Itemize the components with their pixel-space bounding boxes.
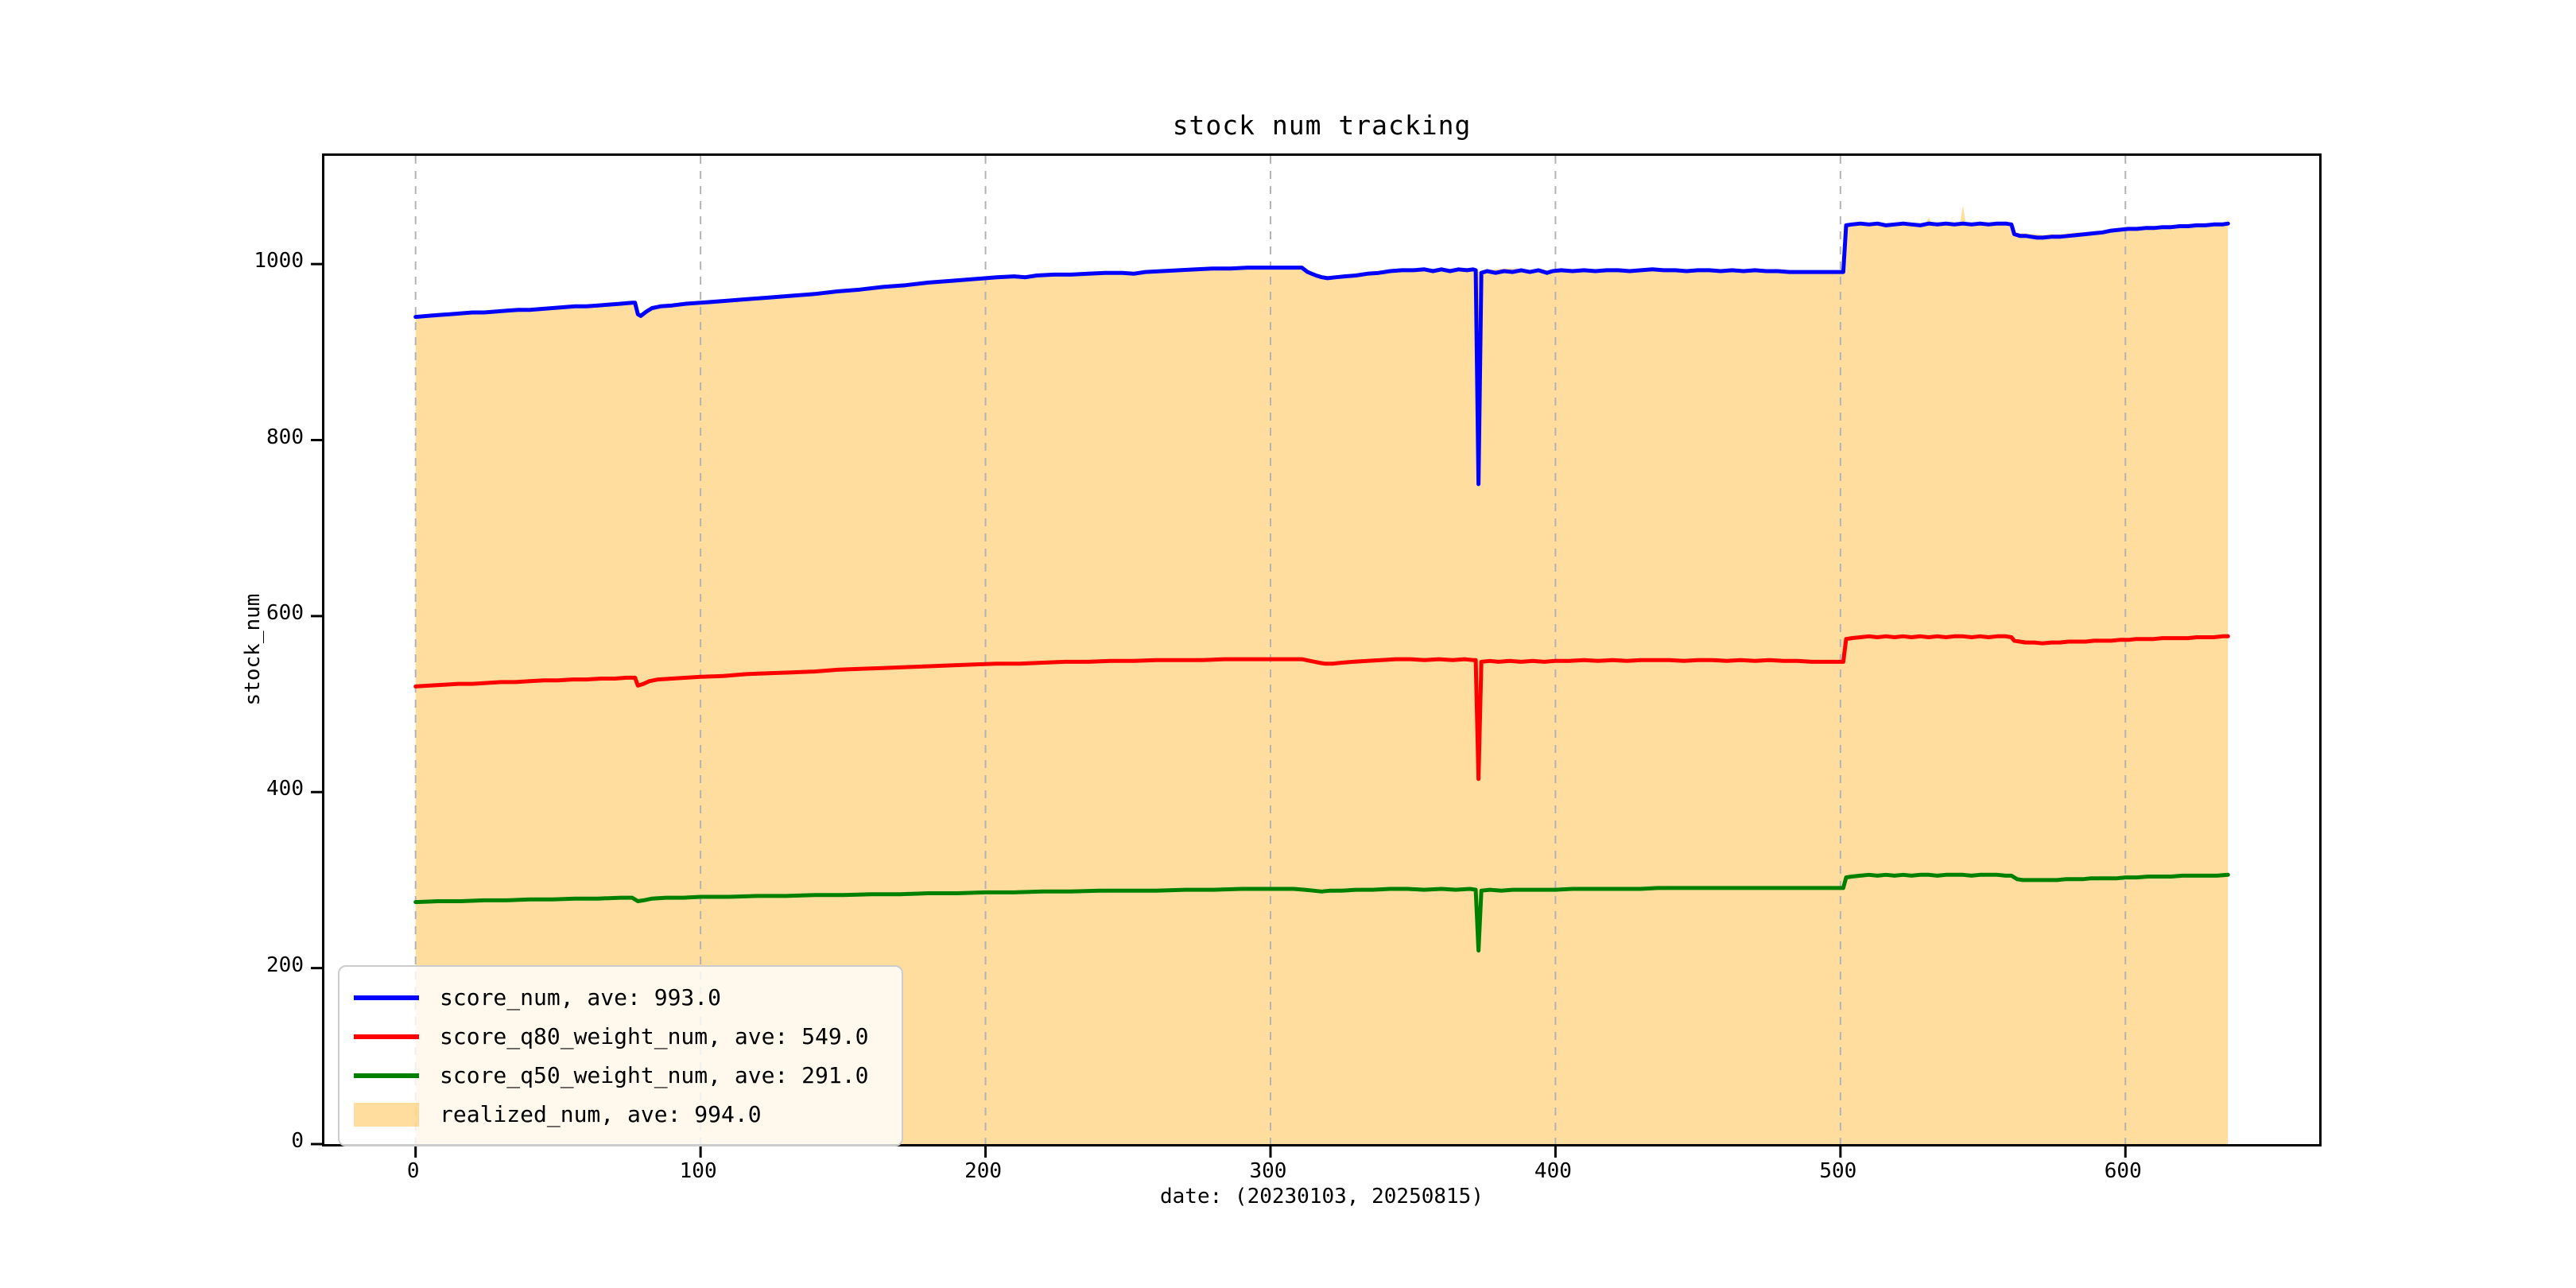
plot-area [311,153,2322,1158]
y-tick-label-1000: 1000 [254,249,304,274]
x-tick-label-500: 500 [1819,1159,1857,1183]
y-tick-label-800: 800 [266,425,304,449]
area-realized_num [415,205,2229,1144]
x-axis-label: date: (20230103, 20250815) [1160,1185,1484,1208]
legend-item-1: score_q80_weight_num, ave: 549.0 [354,1017,868,1056]
legend-item-3: realized_num, ave: 994.0 [354,1095,868,1134]
series-score_q80_weight_num [413,634,2230,782]
x-tick-label-200: 200 [964,1159,1003,1183]
legend-line-swatch-icon [354,1073,419,1078]
legend-item-0: score_num, ave: 993.0 [354,978,868,1017]
plot-canvas [311,156,2230,1158]
x-tick-label-400: 400 [1534,1159,1572,1183]
chart-title: stock num tracking [1172,110,1472,141]
series-score_num [413,221,2230,487]
legend-label: realized_num, ave: 994.0 [440,1101,762,1127]
y-axis-label: stock_num [241,593,265,706]
y-tick-label-0: 0 [291,1129,304,1153]
legend-line-swatch-icon [354,1034,419,1039]
series-score_q50_weight_num [413,872,2230,952]
x-tick-label-600: 600 [2104,1159,2142,1183]
y-tick-label-200: 200 [266,952,304,977]
legend-line-swatch-icon [354,995,419,1000]
y-tick-label-400: 400 [266,777,304,801]
x-tick-label-100: 100 [679,1159,717,1183]
legend-label: score_q80_weight_num, ave: 549.0 [440,1023,869,1049]
legend-patch-swatch-icon [354,1102,419,1127]
legend-label: score_num, ave: 993.0 [440,984,722,1011]
x-tick-label-0: 0 [406,1159,420,1183]
y-tick-label-600: 600 [266,600,304,625]
legend-label: score_q50_weight_num, ave: 291.0 [440,1062,869,1088]
legend: score_num, ave: 993.0 score_q80_weight_nu… [338,965,904,1146]
x-tick-label-300: 300 [1249,1159,1287,1183]
legend-item-2: score_q50_weight_num, ave: 291.0 [354,1056,868,1095]
